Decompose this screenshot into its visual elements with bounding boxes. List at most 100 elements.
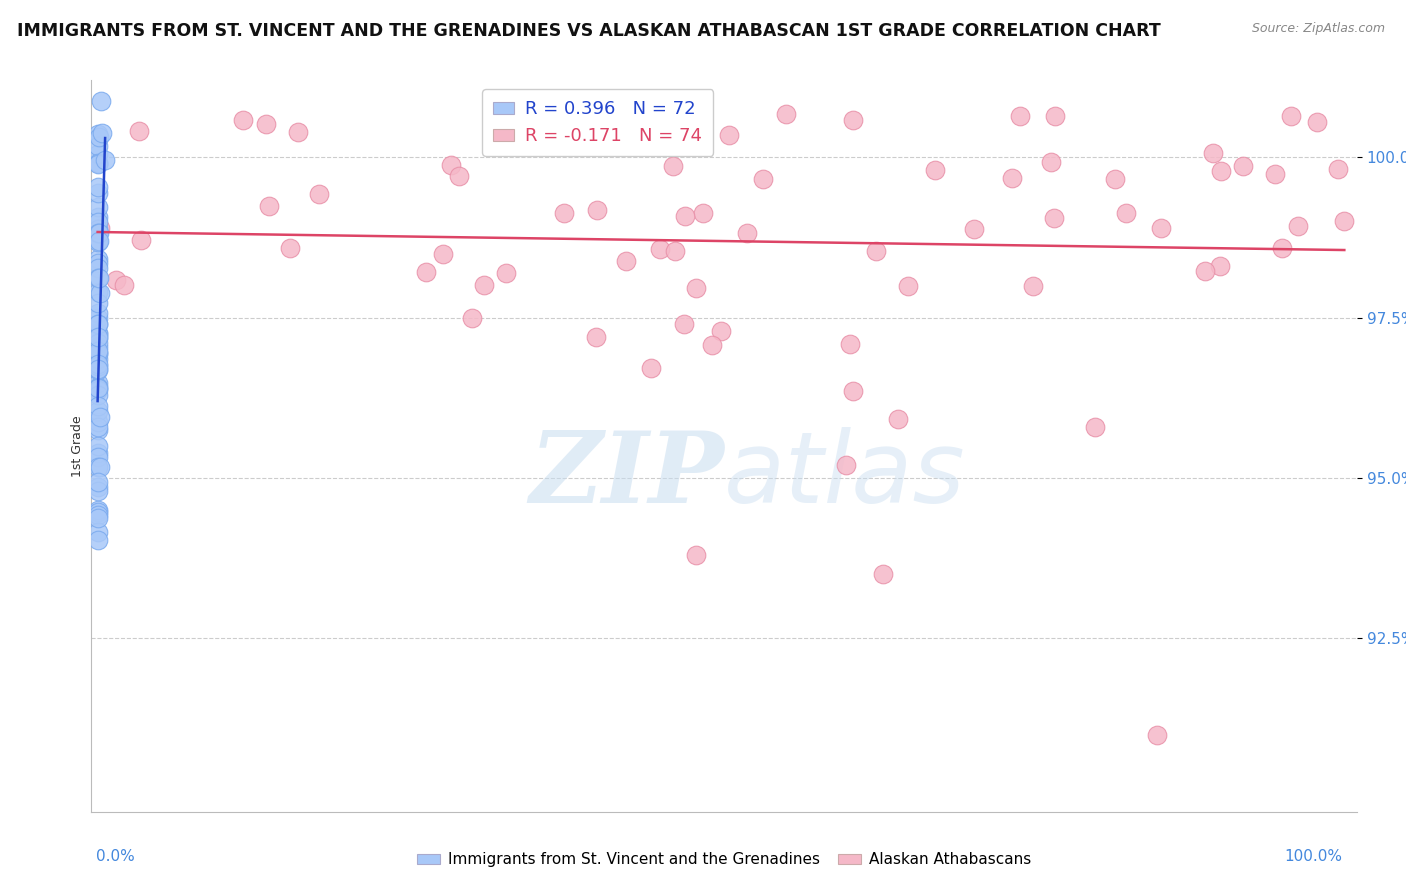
Point [1327,162,1350,177]
Point [86,306,108,320]
Point [87,271,110,285]
Point [87,533,110,547]
Point [1306,115,1329,129]
Point [1010,109,1032,123]
Point [104,273,127,287]
Point [86,128,108,142]
Point [91,127,114,141]
Point [278,241,301,255]
Point [842,384,865,399]
Point [86,261,108,276]
Point [86,156,108,170]
Point [86,420,108,434]
Point [89,221,111,235]
Point [287,125,309,139]
Point [86,480,108,494]
Point [710,324,733,338]
Point [89,285,111,300]
Point [86,222,108,236]
Point [86,296,108,310]
Point [672,317,695,331]
Point [614,254,637,268]
Point [86,508,108,522]
Point [90,94,112,108]
Point [86,347,108,361]
Point [87,226,110,240]
Point [86,343,108,358]
Point [650,242,672,256]
Point [86,376,108,391]
Point [718,128,741,143]
Point [112,278,135,293]
Point [86,346,108,360]
Point [593,120,616,134]
Point [87,234,110,248]
Point [440,158,463,172]
Point [924,163,946,178]
Point [962,222,984,236]
Point [1194,264,1216,278]
Point [94,153,117,167]
Text: IMMIGRANTS FROM ST. VINCENT AND THE GRENADINES VS ALASKAN ATHABASCAN 1ST GRADE C: IMMIGRANTS FROM ST. VINCENT AND THE GREN… [17,22,1160,40]
Point [1039,154,1062,169]
Point [86,210,108,224]
Legend: Immigrants from St. Vincent and the Grenadines, Alaskan Athabascans: Immigrants from St. Vincent and the Gren… [411,847,1038,873]
Point [86,330,108,344]
Point [897,278,920,293]
Point [87,129,110,144]
Point [86,363,108,377]
Point [87,399,110,413]
Point [432,247,454,261]
Text: Source: ZipAtlas.com: Source: ZipAtlas.com [1251,22,1385,36]
Point [131,233,153,247]
Point [86,483,108,498]
Point [1150,220,1173,235]
Point [609,138,631,153]
Point [86,423,108,437]
Point [86,157,108,171]
Point [86,326,108,341]
Point [86,270,108,285]
Point [1279,110,1302,124]
Point [86,460,108,475]
Point [86,235,108,250]
Point [86,380,108,394]
Point [886,412,908,426]
Point [86,446,108,460]
Point [86,404,108,418]
Point [692,205,714,219]
Point [86,186,108,200]
Point [1202,146,1225,161]
Point [254,117,277,131]
Point [662,159,685,173]
Text: 100.0%: 100.0% [1285,849,1343,864]
Point [87,330,110,344]
Point [86,256,108,270]
Point [86,383,108,397]
Point [1115,206,1137,220]
Point [1000,170,1022,185]
Point [87,475,110,489]
Point [86,234,108,248]
Point [1043,211,1066,225]
Point [86,340,108,354]
Point [700,337,723,351]
Y-axis label: 1st Grade: 1st Grade [72,415,84,477]
Point [86,215,108,229]
Point [86,336,108,351]
Point [1104,171,1126,186]
Text: 0.0%: 0.0% [96,849,135,864]
Point [86,439,108,453]
Point [86,359,108,373]
Point [86,358,108,372]
Point [86,450,108,464]
Point [586,203,609,218]
Point [640,361,662,376]
Point [495,266,517,280]
Point [685,281,707,295]
Point [834,458,856,473]
Point [86,381,108,395]
Point [664,244,686,259]
Point [685,548,707,562]
Point [86,200,108,214]
